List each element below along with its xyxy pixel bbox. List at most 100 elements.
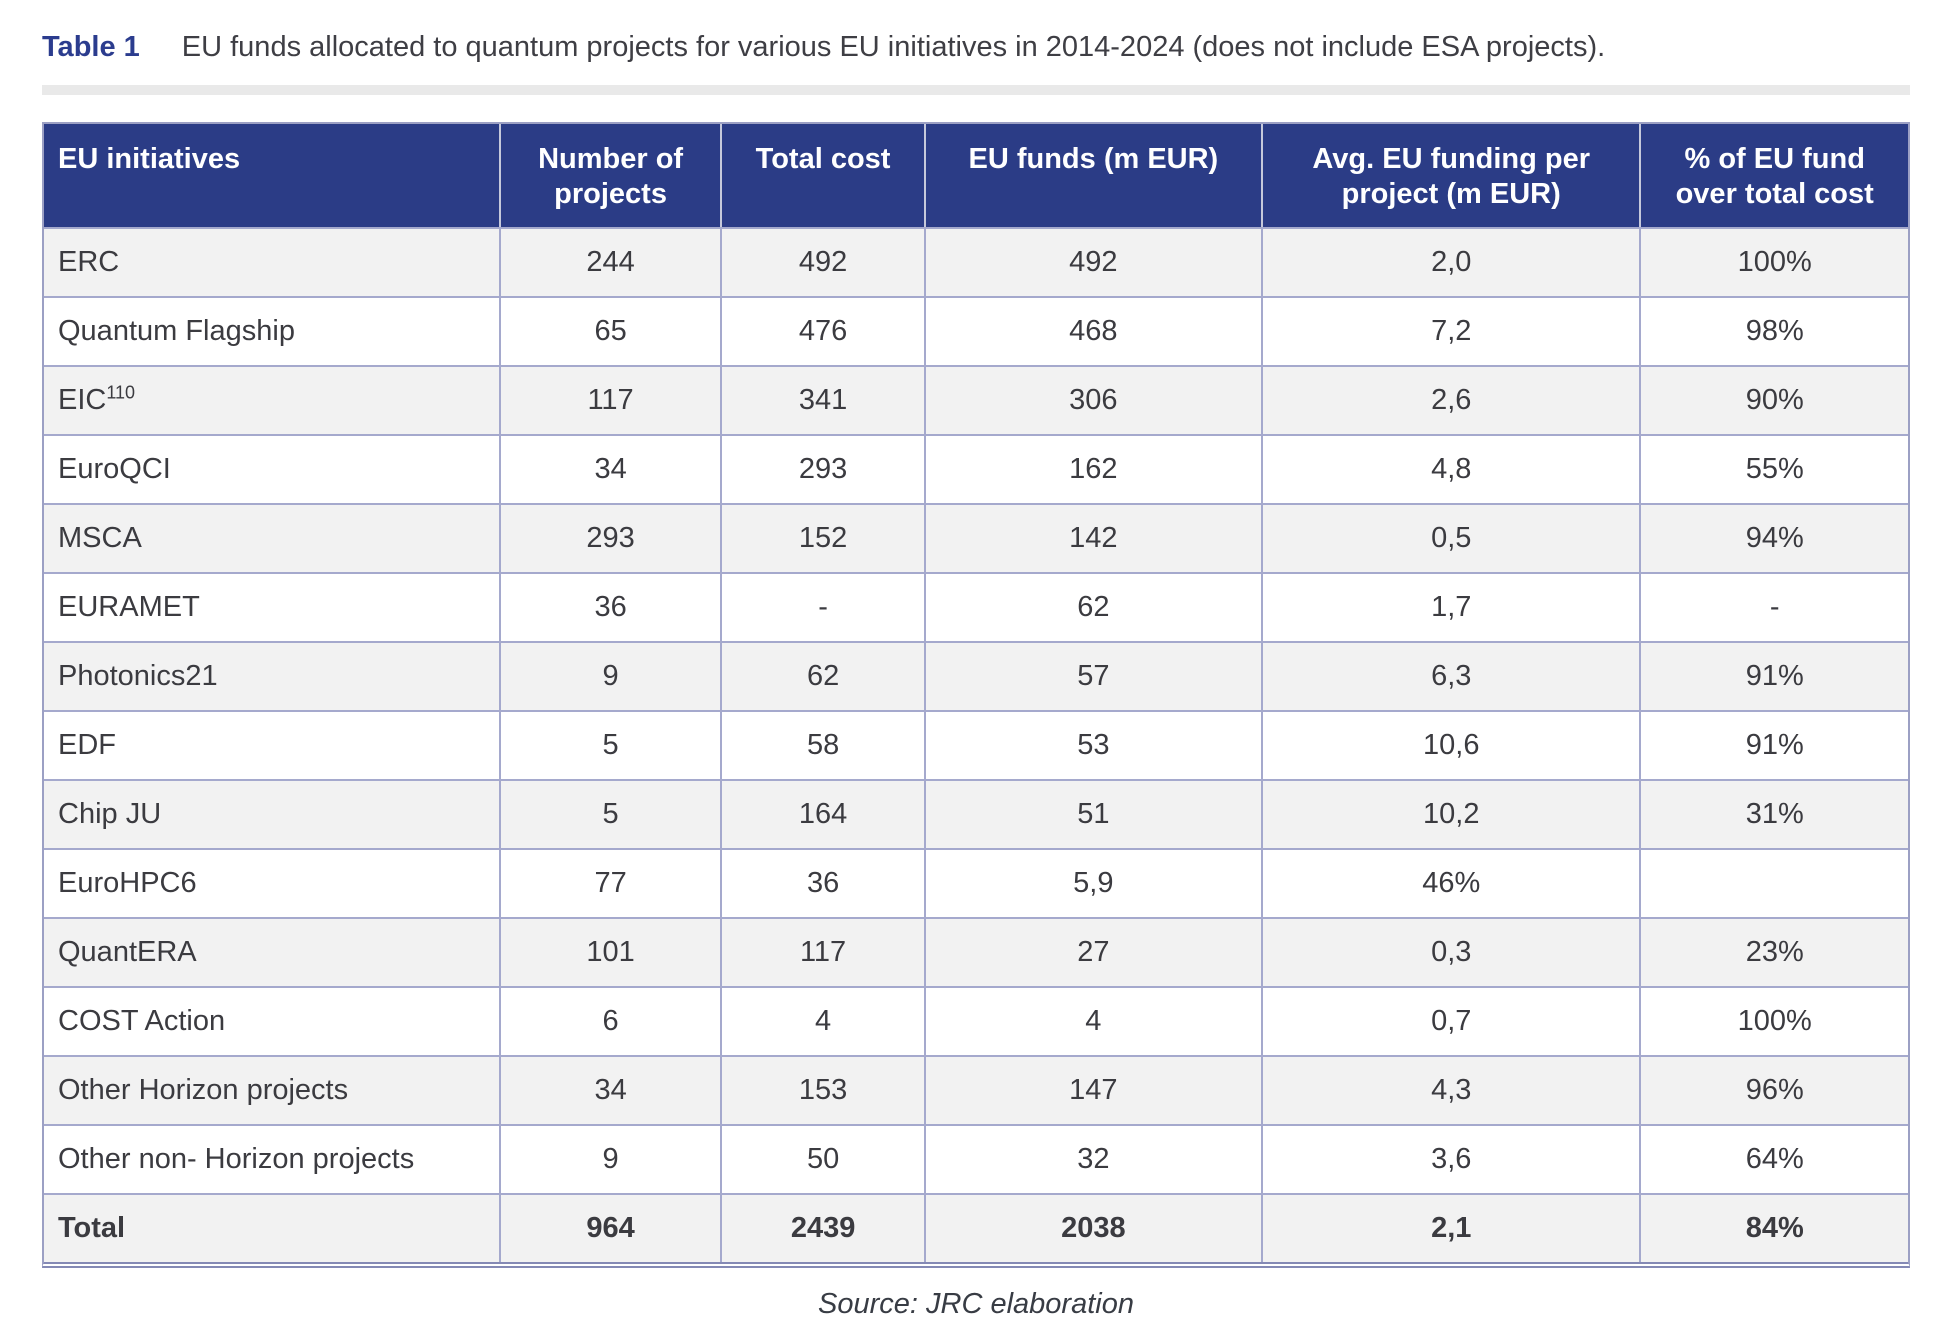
table-row: MSCA 293 152 142 0,5 94% <box>44 502 1908 572</box>
value-cell: 2,1 <box>1263 1192 1642 1262</box>
value-cell: 10,6 <box>1263 709 1642 779</box>
table-row: QuantERA 101 117 27 0,3 23% <box>44 916 1908 986</box>
value-cell: 0,3 <box>1263 916 1642 986</box>
column-header-eu-initiatives: EU initiatives <box>44 123 501 227</box>
value-cell: 50 <box>722 1123 926 1193</box>
initiative-cell: EuroHPC6 <box>44 847 501 917</box>
value-cell: 162 <box>925 433 1264 503</box>
value-cell: 31% <box>1641 778 1908 848</box>
value-cell: 492 <box>722 226 926 296</box>
value-cell: 94% <box>1641 502 1908 572</box>
value-cell: 53 <box>925 709 1264 779</box>
value-cell: 34 <box>500 1054 723 1124</box>
value-cell: 4 <box>925 985 1264 1055</box>
table-row: EDF 5 58 53 10,6 91% <box>44 709 1908 779</box>
value-cell: 91% <box>1641 709 1908 779</box>
value-cell: 0,7 <box>1263 985 1642 1055</box>
value-cell: 100% <box>1641 226 1908 296</box>
table-caption-text: EU funds allocated to quantum projects f… <box>181 31 1606 63</box>
initiative-label: EuroHPC6 <box>58 866 197 899</box>
caption-divider <box>42 84 1910 95</box>
initiative-label: Quantum Flagship <box>58 314 295 347</box>
value-cell: 117 <box>722 916 926 986</box>
initiative-label: COST Action <box>58 1004 226 1037</box>
initiative-cell: Other Horizon projects <box>44 1054 501 1124</box>
value-cell: 492 <box>925 226 1264 296</box>
initiative-label: Total <box>58 1211 126 1244</box>
value-cell: 117 <box>500 364 723 434</box>
value-cell: 5,9 <box>925 847 1264 917</box>
value-cell: 2038 <box>925 1192 1264 1262</box>
value-cell: 91% <box>1641 640 1908 710</box>
initiative-cell: Quantum Flagship <box>44 295 501 365</box>
value-cell: 142 <box>925 502 1264 572</box>
value-cell: 153 <box>722 1054 926 1124</box>
value-cell: 6,3 <box>1263 640 1642 710</box>
column-header-total-cost: Total cost <box>722 123 926 227</box>
initiative-cell: Chip JU <box>44 778 501 848</box>
initiative-cell: EDF <box>44 709 501 779</box>
value-cell: 46% <box>1263 847 1642 917</box>
table-caption: Table 1 EU funds allocated to quantum pr… <box>42 30 1910 65</box>
column-header-eu-funds-m-eur: EU funds (m EUR) <box>925 123 1264 227</box>
initiative-cell: MSCA <box>44 502 501 572</box>
initiative-label: QuantERA <box>58 935 197 968</box>
table-row: Chip JU 5 164 51 10,2 31% <box>44 778 1908 848</box>
value-cell: 468 <box>925 295 1264 365</box>
column-header-number-of-projects: Number of projects <box>500 123 723 227</box>
value-cell: 101 <box>500 916 723 986</box>
value-cell: 4,8 <box>1263 433 1642 503</box>
column-header-avg-eu-funding-per-project-m-eur: Avg. EU funding per project (m EUR) <box>1263 123 1642 227</box>
table-row: Quantum Flagship 65 476 468 7,2 98% <box>44 295 1908 365</box>
value-cell: 964 <box>500 1192 723 1262</box>
value-cell: 90% <box>1641 364 1908 434</box>
value-cell <box>1641 847 1908 917</box>
initiative-label: MSCA <box>58 521 142 554</box>
value-cell: 51 <box>925 778 1264 848</box>
value-cell: - <box>722 571 926 641</box>
value-cell: 27 <box>925 916 1264 986</box>
value-cell: 9 <box>500 1123 723 1193</box>
initiative-label: EURAMET <box>58 590 200 623</box>
initiative-label: EDF <box>58 728 116 761</box>
table-row: EuroHPC6 77 36 5,9 46% <box>44 847 1908 917</box>
initiative-cell: Other non- Horizon projects <box>44 1123 501 1193</box>
value-cell: 6 <box>500 985 723 1055</box>
initiative-label: Photonics21 <box>58 659 218 692</box>
column-header-of-eu-fund-over-total-cost: % of EU fund over total cost <box>1641 123 1908 227</box>
value-cell: 293 <box>722 433 926 503</box>
table-body: ERC 244 492 492 2,0 100% Quantum Flagship 65 476… <box>44 226 1908 1262</box>
initiative-label: Other Horizon projects <box>58 1073 349 1106</box>
value-cell: 7,2 <box>1263 295 1642 365</box>
source-note: Source: JRC elaboration <box>818 1287 1134 1320</box>
value-cell: 77 <box>500 847 723 917</box>
value-cell: 64% <box>1641 1123 1908 1193</box>
value-cell: - <box>1641 571 1908 641</box>
value-cell: 4,3 <box>1263 1054 1642 1124</box>
value-cell: 23% <box>1641 916 1908 986</box>
value-cell: 32 <box>925 1123 1264 1193</box>
value-cell: 96% <box>1641 1054 1908 1124</box>
value-cell: 58 <box>722 709 926 779</box>
initiative-cell: EIC110 <box>44 364 501 434</box>
initiative-label: EIC <box>58 383 107 416</box>
value-cell: 341 <box>722 364 926 434</box>
initiative-cell: COST Action <box>44 985 501 1055</box>
value-cell: 244 <box>500 226 723 296</box>
value-cell: 293 <box>500 502 723 572</box>
initiative-cell: EURAMET <box>44 571 501 641</box>
value-cell: 5 <box>500 778 723 848</box>
table-row: EuroQCI 34 293 162 4,8 55% <box>44 433 1908 503</box>
value-cell: 98% <box>1641 295 1908 365</box>
value-cell: 36 <box>500 571 723 641</box>
value-cell: 164 <box>722 778 926 848</box>
table-row: EIC110 117 341 306 2,6 90% <box>44 364 1908 434</box>
table-row: ERC 244 492 492 2,0 100% <box>44 226 1908 296</box>
value-cell: 57 <box>925 640 1264 710</box>
value-cell: 10,2 <box>1263 778 1642 848</box>
value-cell: 84% <box>1641 1192 1908 1262</box>
table-row: Photonics21 9 62 57 6,3 91% <box>44 640 1908 710</box>
table-header: EU initiatives Number of projects Total co… <box>44 123 1908 227</box>
value-cell: 152 <box>722 502 926 572</box>
